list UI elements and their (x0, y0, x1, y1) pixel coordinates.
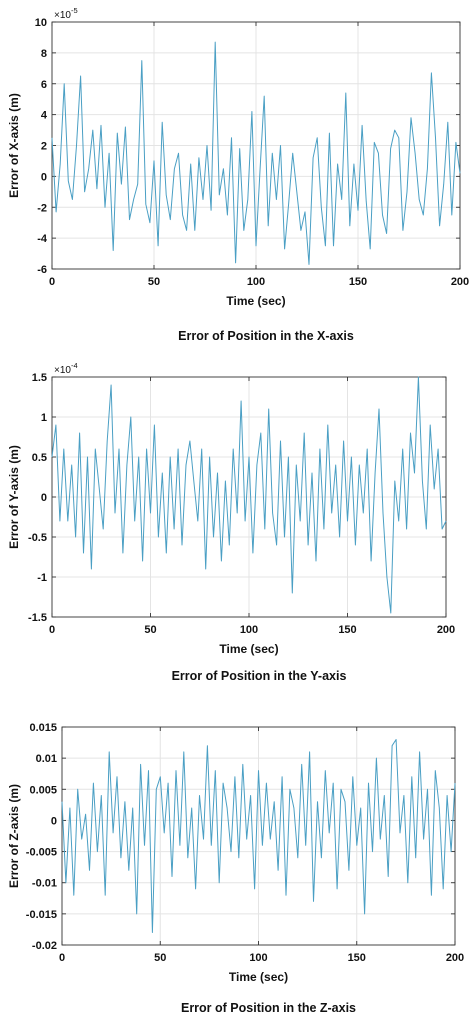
y-tick-label: -1 (37, 572, 47, 584)
x-tick-label: 200 (446, 952, 464, 964)
y-tick-label: 6 (41, 79, 47, 91)
y-tick-label: -6 (37, 264, 47, 276)
tick-marks (51, 21, 461, 270)
x-tick-label: 100 (240, 624, 258, 636)
tick-marks (61, 726, 456, 946)
y-tick-label: 1 (41, 412, 47, 424)
chart-caption: Error of Position in the Z-axis (181, 1001, 356, 1015)
chart-1: 0 50 100 150 200 -6 -4 -2 0 2 4 6 8 10 ×10-5 Time (sec)… (7, 6, 469, 343)
axis-exponent: ×10-5 (54, 6, 78, 21)
y-tick-label: -2 (37, 202, 47, 214)
y-tick-label: -0.01 (32, 878, 57, 890)
y-tick-label: 4 (41, 110, 48, 122)
x-tick-label: 100 (249, 952, 267, 964)
y-tick-label: 1.5 (32, 372, 47, 384)
x-tick-label: 50 (154, 952, 166, 964)
exponent-base: ×10 (54, 10, 71, 21)
y-tick-label: -4 (37, 233, 48, 245)
y-tick-label: -0.5 (28, 532, 47, 544)
y-tick-label: -0.02 (32, 940, 57, 952)
x-tick-label: 50 (144, 624, 156, 636)
exponent-base: ×10 (54, 365, 71, 376)
y-tick-label: 0 (41, 171, 47, 183)
chart-2: 0 50 100 150 200 -1.5 -1 -0.5 0 0.5 1 1.5 ×10-4 Time … (7, 361, 455, 683)
y-tick-label: 0.005 (29, 784, 57, 796)
series-line (51, 376, 447, 614)
x-axis-label: Time (sec) (226, 294, 285, 308)
x-tick-label: 150 (349, 276, 367, 288)
series-line (61, 739, 456, 933)
exponent-power: -5 (71, 6, 78, 15)
y-tick-label: -0.005 (26, 847, 57, 859)
y-tick-label: 10 (35, 17, 47, 29)
x-tick-label: 150 (338, 624, 356, 636)
y-tick-label: 0.01 (36, 753, 57, 765)
y-tick-label: 2 (41, 141, 47, 153)
tick-marks (51, 376, 447, 618)
y-axis-label: Error of Y-axis (m) (7, 445, 21, 549)
x-axis-label: Time (sec) (229, 970, 288, 984)
chart-caption: Error of Position in the X-axis (178, 329, 354, 343)
x-axis-label: Time (sec) (219, 642, 278, 656)
axis-exponent: ×10-4 (54, 361, 78, 376)
y-axis-label: Error of X-axis (m) (7, 93, 21, 198)
y-tick-label: -0.015 (26, 909, 57, 921)
x-tick-label: 0 (59, 952, 65, 964)
series-line (51, 41, 461, 265)
y-tick-label: -1.5 (28, 612, 47, 624)
y-tick-label: 0.5 (32, 452, 47, 464)
exponent-power: -4 (71, 361, 78, 370)
y-tick-label: 0 (51, 815, 57, 827)
x-tick-label: 0 (49, 624, 55, 636)
y-tick-label: 0 (41, 492, 47, 504)
chart-3: 0 50 100 150 200 -0.02 -0.015 -0.01 -0.005 0 0.005… (7, 722, 464, 1015)
x-tick-label: 150 (348, 952, 366, 964)
y-tick-label: 0.015 (29, 722, 57, 734)
x-tick-label: 200 (451, 276, 469, 288)
x-tick-label: 0 (49, 276, 55, 288)
y-tick-label: 8 (41, 48, 47, 60)
x-tick-label: 50 (148, 276, 160, 288)
chart-caption: Error of Position in the Y-axis (172, 669, 347, 683)
x-tick-label: 100 (247, 276, 265, 288)
y-axis-label: Error of Z-axis (m) (7, 784, 21, 888)
x-tick-label: 200 (437, 624, 455, 636)
